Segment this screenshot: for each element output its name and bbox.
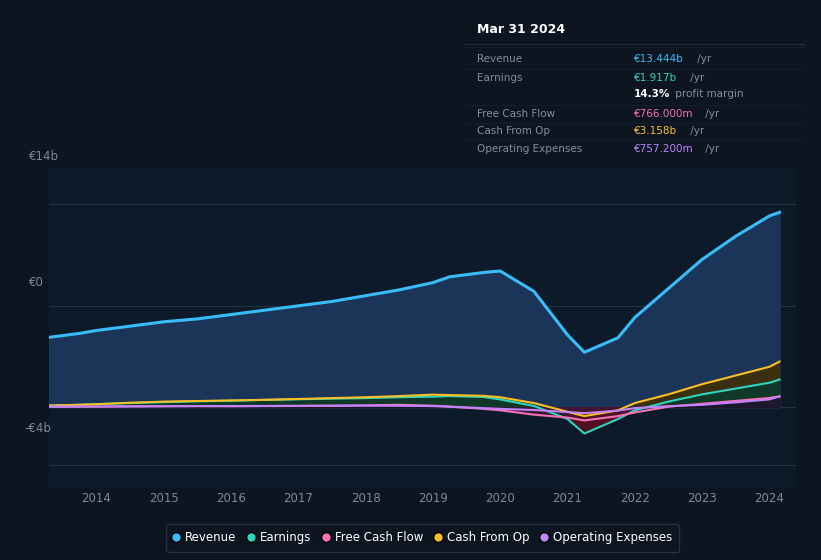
Text: Free Cash Flow: Free Cash Flow — [478, 109, 556, 119]
Text: profit margin: profit margin — [672, 89, 743, 99]
Text: €766.000m: €766.000m — [635, 109, 694, 119]
Legend: Revenue, Earnings, Free Cash Flow, Cash From Op, Operating Expenses: Revenue, Earnings, Free Cash Flow, Cash … — [166, 524, 680, 552]
Text: €0: €0 — [29, 276, 44, 290]
Text: /yr: /yr — [702, 109, 719, 119]
Text: 14.3%: 14.3% — [635, 89, 671, 99]
Text: /yr: /yr — [702, 144, 719, 154]
Text: Mar 31 2024: Mar 31 2024 — [478, 22, 566, 35]
Text: /yr: /yr — [686, 73, 704, 83]
Text: /yr: /yr — [686, 127, 704, 137]
Text: €757.200m: €757.200m — [635, 144, 694, 154]
Text: €1.917b: €1.917b — [635, 73, 677, 83]
Text: €14b: €14b — [29, 150, 59, 164]
Text: /yr: /yr — [695, 54, 712, 64]
Text: Operating Expenses: Operating Expenses — [478, 144, 583, 154]
Text: €13.444b: €13.444b — [635, 54, 684, 64]
Text: Earnings: Earnings — [478, 73, 523, 83]
Text: Cash From Op: Cash From Op — [478, 127, 551, 137]
Text: €3.158b: €3.158b — [635, 127, 677, 137]
Text: Revenue: Revenue — [478, 54, 523, 64]
Text: -€4b: -€4b — [25, 422, 52, 435]
